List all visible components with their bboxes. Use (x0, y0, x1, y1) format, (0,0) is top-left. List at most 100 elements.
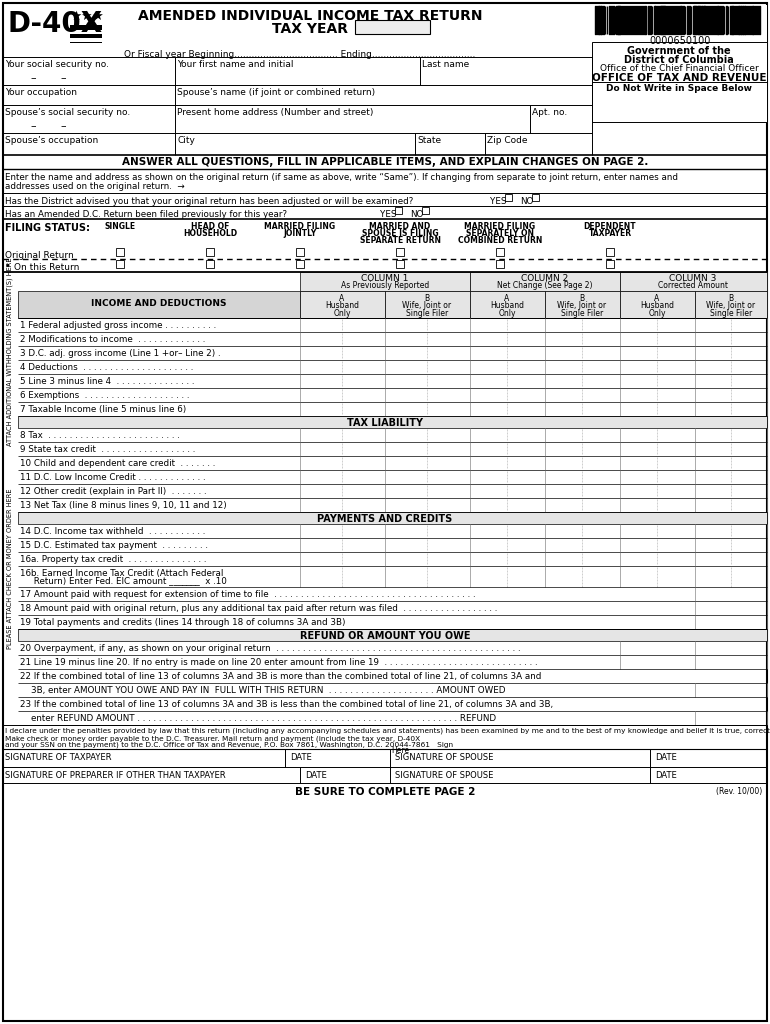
Text: A: A (504, 294, 510, 303)
Bar (385, 291, 470, 318)
Text: –: – (30, 73, 35, 83)
Text: Here: Here (391, 746, 409, 755)
Text: 7 Taxable Income (line 5 minus line 6): 7 Taxable Income (line 5 minus line 6) (20, 406, 186, 414)
Text: SINGLE: SINGLE (105, 222, 136, 231)
Text: Enter the name and address as shown on the original return (if same as above, wr: Enter the name and address as shown on t… (5, 173, 678, 182)
Text: SIGNATURE OF SPOUSE: SIGNATURE OF SPOUSE (395, 753, 494, 762)
Text: AMENDED INDIVIDUAL INCOME TAX RETURN: AMENDED INDIVIDUAL INCOME TAX RETURN (138, 9, 482, 23)
Text: 10 Child and dependent care credit  . . . . . . .: 10 Child and dependent care credit . . .… (20, 459, 216, 468)
Text: SIGNATURE OF PREPARER IF OTHER THAN TAXPAYER: SIGNATURE OF PREPARER IF OTHER THAN TAXP… (5, 771, 226, 780)
Text: DATE: DATE (290, 753, 312, 762)
Text: Return) Enter Fed. EIC amount _______  x .10: Return) Enter Fed. EIC amount _______ x … (20, 575, 227, 585)
Text: TAX YEAR: TAX YEAR (272, 22, 348, 36)
Text: TAX LIABILITY: TAX LIABILITY (347, 418, 423, 428)
Text: 20 Overpayment, if any, as shown on your original return  . . . . . . . . . . . : 20 Overpayment, if any, as shown on your… (20, 644, 521, 653)
Text: Wife, Joint or: Wife, Joint or (557, 301, 607, 310)
Text: DATE: DATE (305, 771, 326, 780)
Text: OFFICE OF TAX AND REVENUE: OFFICE OF TAX AND REVENUE (592, 73, 766, 83)
Text: Single Filer: Single Filer (561, 309, 603, 318)
Text: Spouse’s name (if joint or combined return): Spouse’s name (if joint or combined retu… (177, 88, 375, 97)
Bar (545, 291, 620, 318)
Text: 21 Line 19 minus line 20. If no entry is made on line 20 enter amount from line : 21 Line 19 minus line 20. If no entry is… (20, 658, 537, 667)
Text: City: City (177, 136, 195, 145)
Text: ANSWER ALL QUESTIONS, FILL IN APPLICABLE ITEMS, AND EXPLAIN CHANGES ON PAGE 2.: ANSWER ALL QUESTIONS, FILL IN APPLICABLE… (122, 157, 648, 167)
Text: JOINTLY: JOINTLY (283, 229, 316, 238)
Text: Your first name and initial: Your first name and initial (177, 60, 293, 69)
Text: ATTACH ADDITIONAL WITHHOLDING STATEMENT(S) HERE: ATTACH ADDITIONAL WITHHOLDING STATEMENT(… (7, 258, 13, 446)
Text: MARRIED FILING: MARRIED FILING (264, 222, 336, 231)
Bar (70, 25, 102, 43)
Text: NO: NO (520, 197, 534, 206)
Text: 14 D.C. Income tax withheld  . . . . . . . . . . .: 14 D.C. Income tax withheld . . . . . . … (20, 527, 206, 536)
Text: COMBINED RETURN: COMBINED RETURN (458, 236, 542, 245)
Text: COLUMN 3: COLUMN 3 (669, 274, 717, 283)
Bar (592, 42, 767, 122)
Text: 16b. Earned Income Tax Credit (Attach Federal: 16b. Earned Income Tax Credit (Attach Fe… (20, 569, 223, 578)
Text: Do Not Write in Space Below: Do Not Write in Space Below (606, 84, 752, 93)
Text: 5 Line 3 minus line 4  . . . . . . . . . . . . . . .: 5 Line 3 minus line 4 . . . . . . . . . … (20, 377, 195, 386)
Text: 8 Tax  . . . . . . . . . . . . . . . . . . . . . . . . .: 8 Tax . . . . . . . . . . . . . . . . . … (20, 431, 180, 440)
Bar (496, 260, 504, 268)
Text: 1 Federal adjusted gross income . . . . . . . . . .: 1 Federal adjusted gross income . . . . … (20, 321, 216, 330)
Text: REFUND OR AMOUNT YOU OWE: REFUND OR AMOUNT YOU OWE (300, 631, 470, 641)
Text: Wife, Joint or: Wife, Joint or (706, 301, 755, 310)
Text: 19 Total payments and credits (lines 14 through 18 of columns 3A and 3B): 19 Total payments and credits (lines 14 … (20, 618, 346, 627)
Bar (593, 5, 767, 43)
Text: 9 State tax credit  . . . . . . . . . . . . . . . . . .: 9 State tax credit . . . . . . . . . . .… (20, 445, 196, 454)
Text: HOUSEHOLD: HOUSEHOLD (183, 229, 237, 238)
Text: 11 D.C. Low Income Credit . . . . . . . . . . . . .: 11 D.C. Low Income Credit . . . . . . . … (20, 473, 206, 482)
Bar (422, 207, 429, 214)
Text: 3 D.C. adj. gross income (Line 1 +or– Line 2) .: 3 D.C. adj. gross income (Line 1 +or– Li… (20, 349, 221, 358)
Text: 17 Amount paid with request for extension of time to file  . . . . . . . . . . .: 17 Amount paid with request for extensio… (20, 590, 476, 599)
Text: Present home address (Number and street): Present home address (Number and street) (177, 108, 373, 117)
Text: Single Filer: Single Filer (406, 309, 448, 318)
Text: Your occupation: Your occupation (5, 88, 77, 97)
Text: SIGNATURE OF TAXPAYER: SIGNATURE OF TAXPAYER (5, 753, 112, 762)
Text: Corrected Amount: Corrected Amount (658, 281, 728, 290)
Bar (18, 629, 767, 641)
Text: Original Return: Original Return (5, 251, 74, 260)
Text: addresses used on the original return.  →: addresses used on the original return. → (5, 182, 185, 191)
Bar (532, 194, 539, 201)
Text: On this Return: On this Return (14, 263, 79, 272)
Text: As Previously Reported: As Previously Reported (341, 281, 429, 290)
Text: Has the District advised you that your original return has been adjusted or will: Has the District advised you that your o… (5, 197, 413, 206)
Bar (395, 207, 402, 214)
Text: MARRIED AND: MARRIED AND (370, 222, 430, 231)
Text: D-40X: D-40X (8, 10, 103, 38)
Text: YES: YES (380, 210, 397, 219)
Text: B: B (580, 294, 584, 303)
Bar (470, 291, 545, 318)
Bar (620, 291, 695, 318)
Text: •: • (5, 261, 11, 271)
Text: BE SURE TO COMPLETE PAGE 2: BE SURE TO COMPLETE PAGE 2 (295, 787, 475, 797)
Text: B: B (728, 294, 734, 303)
Text: Spouse’s occupation: Spouse’s occupation (5, 136, 99, 145)
Bar (300, 272, 470, 291)
Text: 13 Net Tax (line 8 minus lines 9, 10, 11 and 12): 13 Net Tax (line 8 minus lines 9, 10, 11… (20, 501, 226, 510)
Text: (Rev. 10/00): (Rev. 10/00) (716, 787, 762, 796)
Text: Single Filer: Single Filer (710, 309, 752, 318)
Text: –: – (60, 73, 65, 83)
Text: 22 If the combined total of line 13 of columns 3A and 3B is more than the combin: 22 If the combined total of line 13 of c… (20, 672, 541, 681)
Text: ★★★: ★★★ (70, 10, 104, 23)
Bar (18, 416, 767, 428)
Text: A: A (340, 294, 345, 303)
Text: DEPENDENT: DEPENDENT (584, 222, 636, 231)
Text: 18 Amount paid with original return, plus any additional tax paid after return w: 18 Amount paid with original return, plu… (20, 604, 497, 613)
Text: Government of the: Government of the (628, 46, 731, 56)
Bar (296, 248, 304, 256)
Bar (70, 38, 102, 42)
Text: 16a. Property tax credit  . . . . . . . . . . . . . . .: 16a. Property tax credit . . . . . . . .… (20, 555, 206, 564)
Text: Your social security no.: Your social security no. (5, 60, 109, 69)
Bar (70, 30, 102, 34)
Bar (606, 248, 614, 256)
Text: Husband: Husband (490, 301, 524, 310)
Bar (396, 248, 404, 256)
Text: NO: NO (410, 210, 424, 219)
Text: PLEASE ATTACH CHECK OR MONEY ORDER HERE: PLEASE ATTACH CHECK OR MONEY ORDER HERE (7, 488, 13, 649)
Text: COLUMN 1: COLUMN 1 (361, 274, 409, 283)
Text: DATE: DATE (655, 771, 677, 780)
Text: A: A (654, 294, 660, 303)
Bar (116, 248, 124, 256)
